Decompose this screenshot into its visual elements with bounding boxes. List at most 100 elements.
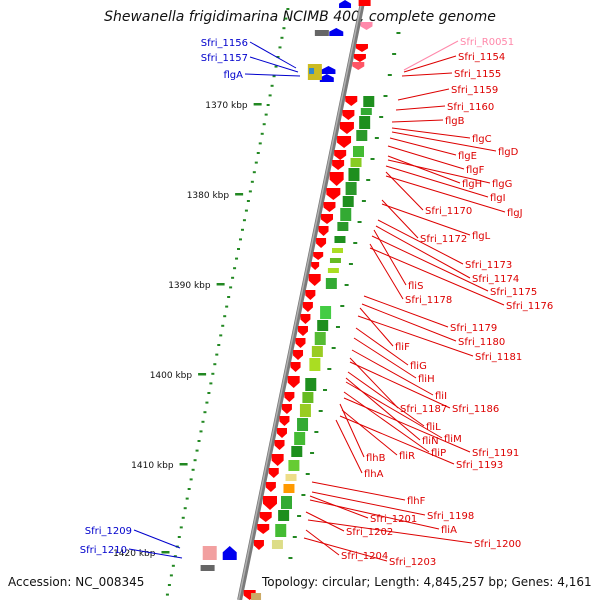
gene-label-right-leader [387, 145, 465, 170]
feature-dash [323, 389, 328, 391]
gene-label-right-leader [403, 40, 459, 71]
gene-label-right-leader [369, 247, 505, 306]
feature-dash [335, 326, 340, 328]
forward-gene-arrow [253, 540, 264, 550]
scale-dot [201, 420, 205, 423]
gene-label-right: fliL [426, 422, 441, 433]
scale-dot [270, 84, 274, 87]
orthology-block [334, 236, 346, 243]
orthology-block [294, 432, 306, 445]
gene-label-right-leader [401, 72, 453, 77]
scale-dot [211, 372, 215, 375]
forward-gene-arrow [318, 226, 329, 236]
forward-gene-arrow [268, 468, 279, 478]
forward-gene-arrow [313, 252, 324, 260]
map-title: Shewanella frigidimarina NCIMB 400, comp… [104, 9, 496, 25]
gene-label-right-leader [371, 235, 489, 292]
orthology-block [352, 146, 364, 157]
scale-tick [179, 463, 188, 466]
scale-dot [227, 296, 231, 298]
gene-label-right: flgC [472, 134, 492, 145]
scale-dot [240, 228, 244, 231]
scale-dot [260, 132, 264, 135]
gene-label-left: Sfri_1156 [201, 38, 248, 49]
gene-label-right: Sfri_1181 [475, 352, 522, 363]
scale-dot [286, 8, 290, 10]
forward-gene-arrow [326, 188, 341, 200]
scale-dot [252, 171, 256, 174]
gene-label-right-leader [391, 127, 471, 139]
orthology-block [345, 182, 357, 195]
feature-dash [301, 494, 306, 496]
scale-tick-label: 1370 kbp [205, 101, 248, 111]
gene-label-left-leader [128, 548, 183, 559]
scale-dot [250, 180, 254, 183]
scale-dot [278, 46, 282, 49]
scale-tick-label: 1390 kbp [168, 281, 211, 291]
gene-label-right-leader [391, 131, 497, 152]
gene-label-right: Sfri_1160 [447, 102, 494, 113]
gene-label-right: Sfri_1193 [456, 460, 503, 471]
forward-gene-arrow [276, 428, 287, 438]
orthology-block [340, 208, 352, 221]
scale-dot [274, 65, 278, 68]
forward-gene-arrow [274, 440, 285, 450]
gene-label-right: fliI [435, 391, 447, 402]
gene-label-right: Sfri_1200 [474, 539, 521, 550]
scale-dot [268, 94, 272, 97]
feature-dash [392, 53, 397, 55]
gene-label-right-leader [343, 397, 471, 453]
forward-gene-arrow [337, 136, 352, 148]
gene-label-right: flgJ [507, 208, 523, 219]
orthology-block [281, 496, 293, 509]
gene-label-right-leader [305, 511, 345, 532]
gene-label-right: flgG [492, 179, 512, 190]
forward-gene-arrow [329, 172, 344, 186]
gene-label-right-leader [311, 491, 426, 516]
reverse-gene-arrow [321, 66, 336, 74]
gene-label-right: flhA [364, 469, 384, 480]
gene-label-right-leader [347, 371, 425, 427]
feature-dash [327, 368, 332, 370]
forward-gene-arrow [300, 314, 311, 324]
scale-dot [171, 564, 175, 567]
gene-label-right-leader [335, 419, 363, 474]
feature-dash [305, 473, 310, 475]
scale-dot [181, 516, 185, 519]
scale-dot [215, 353, 219, 356]
gene-label-right: Sfri_1203 [389, 557, 436, 568]
gene-label-right: flgL [472, 231, 491, 242]
scale-tick [235, 193, 244, 196]
gene-label-right-leader [381, 203, 471, 236]
feature-dash [383, 95, 388, 97]
scale-dot [276, 56, 280, 58]
gene-label-right: Sfri_1159 [451, 85, 498, 96]
gene-label-right-leader [343, 391, 430, 453]
gene-label-right-leader [385, 165, 489, 198]
reverse-gene-arrow [339, 0, 352, 8]
gene-label-right-leader [309, 499, 440, 530]
gene-label-right: Sfri_1180 [458, 337, 505, 348]
gene-label-right: Sfri_1170 [425, 206, 472, 217]
gene-label-right: flhF [407, 496, 426, 507]
forward-gene-arrow [290, 362, 301, 372]
scale-dot [229, 286, 233, 289]
orthology-block [327, 268, 339, 273]
scale-dot [272, 75, 276, 78]
orthology-block [251, 593, 262, 600]
scale-dot [217, 344, 221, 346]
scale-tick [161, 551, 170, 554]
forward-gene-arrow [287, 376, 300, 388]
gene-label-right-leader [353, 337, 417, 379]
gene-label-left: Sfri_1209 [85, 526, 132, 537]
gene-label-right: flgD [498, 147, 519, 158]
gene-label-right: Sfri_R0051 [460, 37, 514, 48]
scale-tick-label: 1410 kbp [131, 461, 174, 471]
orthology-block [311, 346, 323, 357]
gene-label-left: flgA [224, 70, 244, 81]
feature-dash [344, 284, 349, 286]
orthology-block [291, 446, 303, 457]
forward-gene-arrow [308, 274, 321, 286]
forward-gene-arrow [334, 150, 347, 160]
